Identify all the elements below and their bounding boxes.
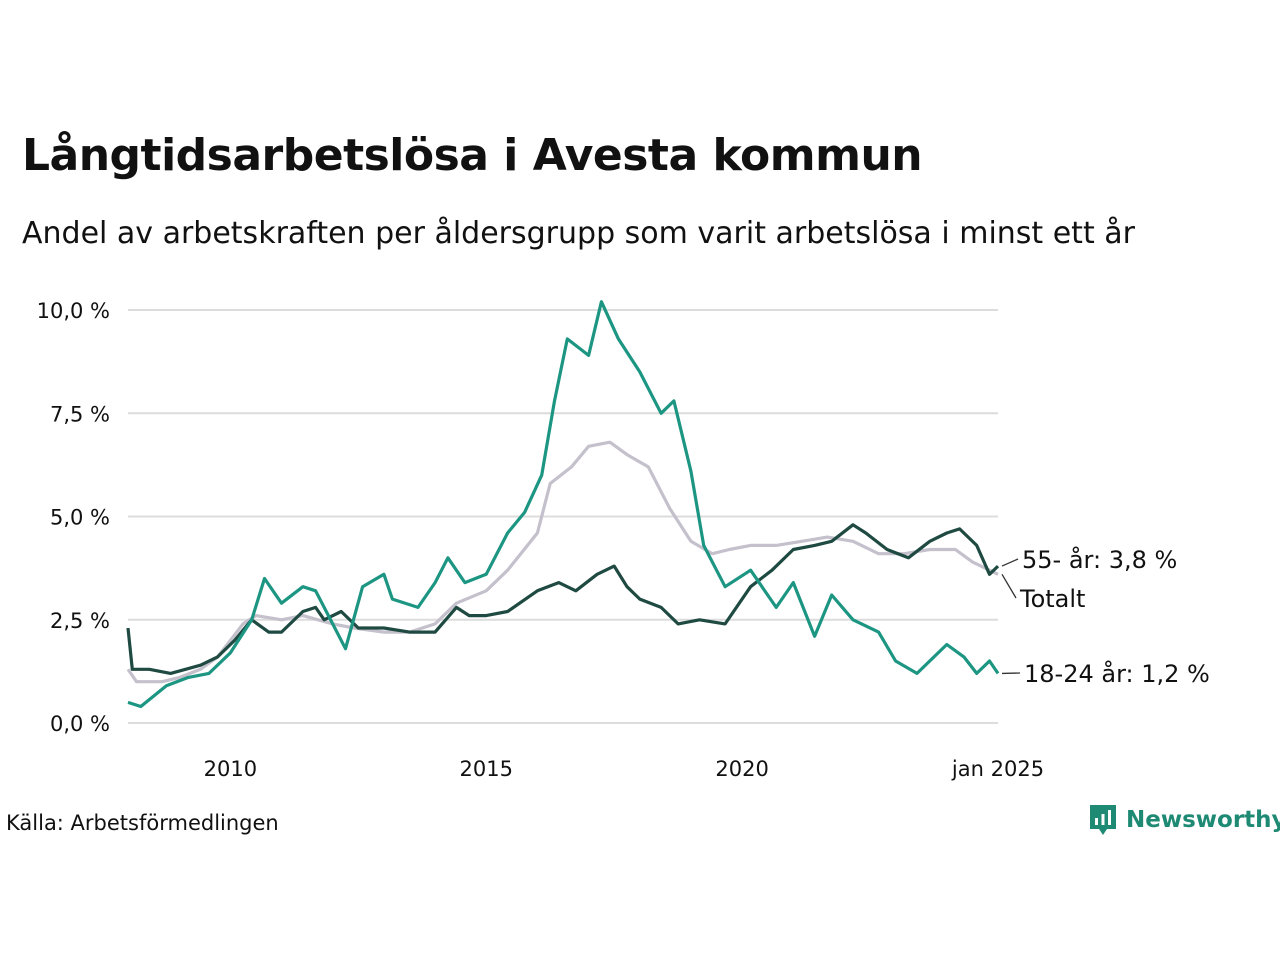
x-tick-label: 2015 (460, 757, 513, 781)
y-tick-label: 0,0 % (50, 712, 110, 736)
y-axis-ticks: 0,0 % 2,5 % 5,0 % 7,5 % 10,0 % (37, 299, 110, 736)
series-line-0 (126, 440, 999, 684)
y-tick-label: 5,0 % (50, 506, 110, 530)
gridlines (128, 309, 998, 724)
y-tick-label: 7,5 % (50, 402, 110, 426)
newsworthy-icon (1090, 805, 1116, 835)
chart-title: Långtidsarbetslösa i Avesta kommun (22, 130, 923, 181)
x-tick-label: 2010 (204, 757, 257, 781)
label-leader (1001, 558, 1019, 567)
label-leader (1001, 573, 1017, 599)
series-label-1: 55- år: 3,8 % (1022, 545, 1177, 574)
series-line-1 (126, 523, 1000, 676)
y-tick-label: 10,0 % (37, 299, 110, 323)
series-line-2 (127, 300, 1000, 709)
x-tick-label: 2020 (715, 757, 768, 781)
series-label-0: Totalt (1019, 585, 1085, 613)
series-labels: Totalt 55- år: 3,8 % 18-24 år: 1,2 % (1001, 545, 1210, 688)
newsworthy-logo[interactable]: Newsworthy (1088, 803, 1280, 837)
x-tick-label: jan 2025 (951, 757, 1044, 781)
series-lines (126, 300, 1000, 709)
y-tick-label: 2,5 % (50, 609, 110, 633)
source-note: Källa: Arbetsförmedlingen (6, 811, 279, 835)
x-axis-ticks: 2010 2015 2020 jan 2025 (204, 757, 1044, 781)
series-label-2: 18-24 år: 1,2 % (1024, 659, 1210, 688)
brand-name: Newsworthy (1126, 807, 1280, 833)
chart-subtitle: Andel av arbetskraften per åldersgrupp s… (22, 216, 1135, 251)
